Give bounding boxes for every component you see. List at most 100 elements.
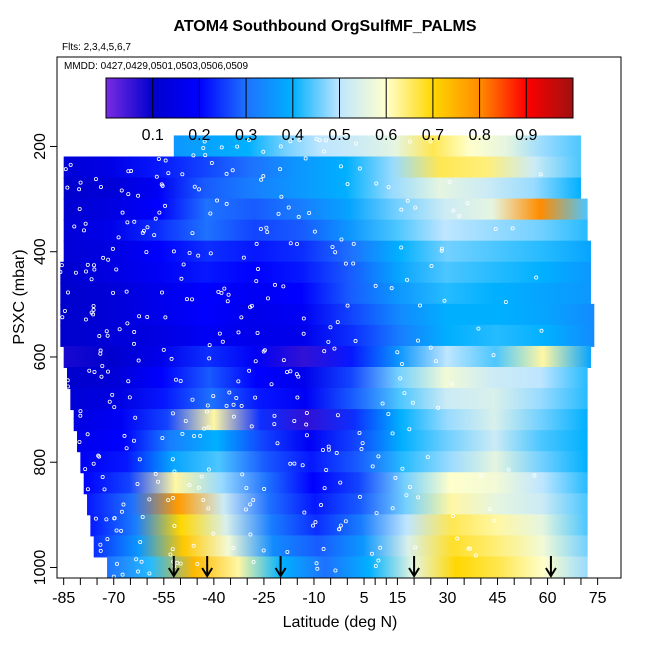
sample-point [117, 327, 122, 332]
sample-point [254, 241, 259, 246]
sample-point [205, 403, 210, 408]
sample-point [198, 433, 203, 438]
sample-point [106, 257, 111, 262]
sample-point [304, 422, 309, 427]
sample-point [261, 548, 266, 553]
sample-point [255, 330, 260, 335]
sample-point [351, 261, 356, 266]
sample-point [473, 553, 478, 558]
sample-point [428, 139, 433, 144]
sample-point [398, 376, 403, 381]
heatmap-band [63, 156, 581, 179]
sample-point [136, 358, 141, 363]
sample-point [134, 557, 139, 562]
sample-point [506, 467, 511, 472]
sample-point [170, 411, 175, 416]
sample-point [184, 297, 189, 302]
sample-point [119, 188, 124, 193]
sample-point [295, 395, 300, 400]
sample-point [104, 517, 109, 522]
sample-point [256, 266, 261, 271]
sample-point [442, 298, 447, 303]
sample-point [278, 167, 283, 172]
sample-point [111, 574, 116, 578]
sample-point [97, 454, 102, 459]
sample-point [68, 162, 73, 167]
sample-point [96, 453, 101, 458]
sample-point [120, 572, 125, 577]
sample-point [156, 479, 161, 484]
sample-point [170, 547, 175, 552]
sample-point [166, 498, 171, 503]
heatmap-band [63, 219, 588, 242]
sample-point [114, 561, 119, 566]
sample-point [373, 283, 378, 288]
sample-point [170, 496, 175, 501]
y-tick-label: 800 [32, 449, 49, 476]
sample-point [178, 561, 183, 566]
sample-point [335, 413, 340, 418]
sample-point [196, 485, 201, 490]
sample-point [324, 467, 329, 472]
sample-point [450, 381, 455, 386]
colorbar-tick-label: 0.1 [142, 127, 164, 144]
sample-point [126, 192, 131, 197]
sample-point [338, 164, 343, 169]
sample-point [285, 370, 290, 375]
sample-point [272, 282, 277, 287]
sample-point [258, 226, 263, 231]
sample-points [58, 137, 544, 578]
sample-point [136, 569, 141, 574]
sample-point [136, 193, 141, 198]
sample-point [215, 198, 220, 203]
sample-point [119, 528, 124, 533]
sample-point [326, 339, 331, 344]
sample-point [239, 403, 244, 408]
sample-point [534, 275, 539, 280]
sample-point [359, 447, 364, 452]
sample-point [180, 172, 185, 177]
sample-point [208, 211, 213, 216]
sample-point [124, 446, 129, 451]
colorbar-tick-label: 0.2 [188, 127, 210, 144]
sample-point [207, 356, 212, 361]
sample-point [353, 339, 358, 344]
sample-point [314, 561, 319, 566]
sample-point [249, 303, 254, 308]
sample-point [139, 559, 144, 564]
sample-point [152, 233, 157, 238]
sample-point [402, 391, 407, 396]
sample-point [93, 177, 98, 182]
sample-point [168, 552, 173, 557]
heatmap-band [63, 198, 588, 221]
sample-point [91, 461, 96, 466]
sample-point [114, 267, 119, 272]
heatmap-band [77, 430, 588, 453]
sample-point [370, 551, 375, 556]
sample-point [353, 141, 358, 146]
sample-point [236, 330, 241, 335]
colorbar-tick-label: 0.5 [328, 127, 350, 144]
sample-point [163, 158, 168, 163]
heatmap-data [60, 135, 595, 578]
sample-point [147, 497, 152, 502]
heatmap-band [73, 409, 588, 432]
sample-point [129, 169, 134, 174]
colorbar-tick-label: 0.9 [515, 127, 537, 144]
sample-point [78, 413, 83, 418]
sample-point [275, 441, 280, 446]
sample-point [312, 229, 317, 234]
x-tick-label: -25 [252, 590, 275, 607]
sample-point [224, 403, 229, 408]
sample-point [376, 558, 381, 563]
sample-point [236, 379, 241, 384]
x-tick-label: -40 [202, 590, 225, 607]
x-tick-label: -10 [302, 590, 325, 607]
sample-point [296, 374, 301, 379]
colorbar-tick-label: 0.4 [282, 127, 304, 144]
sample-point [503, 299, 508, 304]
sample-point [231, 402, 236, 407]
sample-point [244, 485, 249, 490]
sample-point [91, 312, 96, 317]
sample-point [465, 201, 470, 206]
